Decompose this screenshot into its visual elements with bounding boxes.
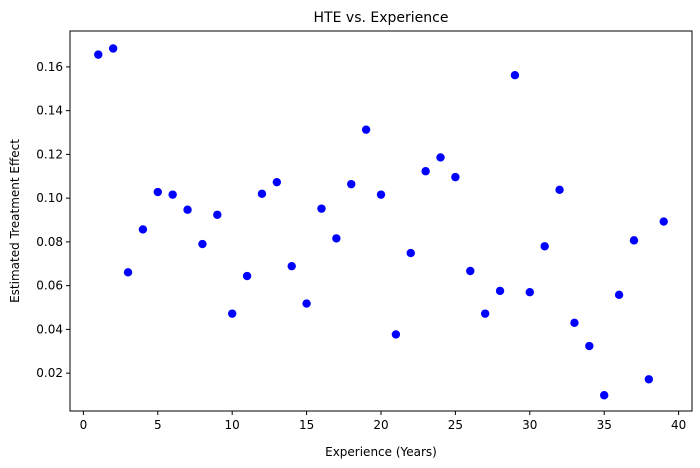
data-points [94,44,668,400]
data-point [302,299,311,308]
x-axis: 0 5 10 15 20 25 30 35 40 [80,411,686,432]
data-point [480,309,490,318]
data-point [123,268,133,277]
data-point [317,204,326,213]
data-point [198,239,207,249]
data-point [600,391,609,400]
data-point [466,266,475,276]
x-tick-label: 20 [373,418,388,432]
data-point [540,242,549,251]
data-point [361,125,371,134]
data-point [629,236,639,245]
data-point [644,375,654,384]
data-point [168,190,177,199]
data-point [510,70,520,80]
data-point [555,185,564,195]
y-tick-label: 0.04 [36,322,63,336]
data-point [153,187,162,197]
data-point [391,330,401,339]
y-axis: 0.02 0.04 0.06 0.08 0.10 0.12 0.14 0.16 [36,60,70,380]
data-point [585,341,594,351]
data-point [257,189,267,198]
y-tick-label: 0.06 [36,279,63,293]
x-tick-label: 15 [299,418,314,432]
data-point [525,288,535,297]
data-point [213,210,222,219]
x-axis-label: Experience (Years) [325,445,437,459]
data-point [242,271,252,281]
y-tick-label: 0.12 [36,147,63,161]
chart-title: HTE vs. Experience [314,10,449,26]
plot-frame [69,30,693,412]
y-tick-label: 0.08 [36,235,63,249]
x-tick-label: 5 [154,418,162,432]
data-point [495,286,505,296]
data-point [376,190,386,199]
y-tick-label: 0.10 [36,191,63,205]
data-point [614,290,624,300]
data-point [659,217,668,226]
x-tick-label: 0 [80,418,88,432]
y-tick-label: 0.02 [36,366,63,380]
y-axis-label: Estimated Treatment Effect [8,139,22,303]
x-tick-label: 40 [671,418,686,432]
data-point [436,153,445,162]
y-tick-label: 0.16 [36,60,63,74]
data-point [347,179,356,189]
x-tick-label: 10 [225,418,240,432]
data-point [287,261,296,271]
data-point [406,248,415,258]
data-point [108,44,118,53]
data-point [183,205,192,214]
x-tick-label: 35 [597,418,612,432]
data-point [421,167,430,176]
data-point [272,177,282,187]
data-point [570,318,579,328]
data-point [332,234,341,243]
x-tick-label: 30 [522,418,537,432]
data-point [94,50,103,59]
data-point [227,309,237,318]
data-point [451,172,460,182]
data-point [138,225,148,234]
y-tick-label: 0.14 [36,104,63,118]
plot-area: 0 5 10 15 20 25 30 35 40 0.02 0.04 0.06 0.08 0.10 0.1… [36,30,693,432]
x-tick-label: 25 [448,418,463,432]
